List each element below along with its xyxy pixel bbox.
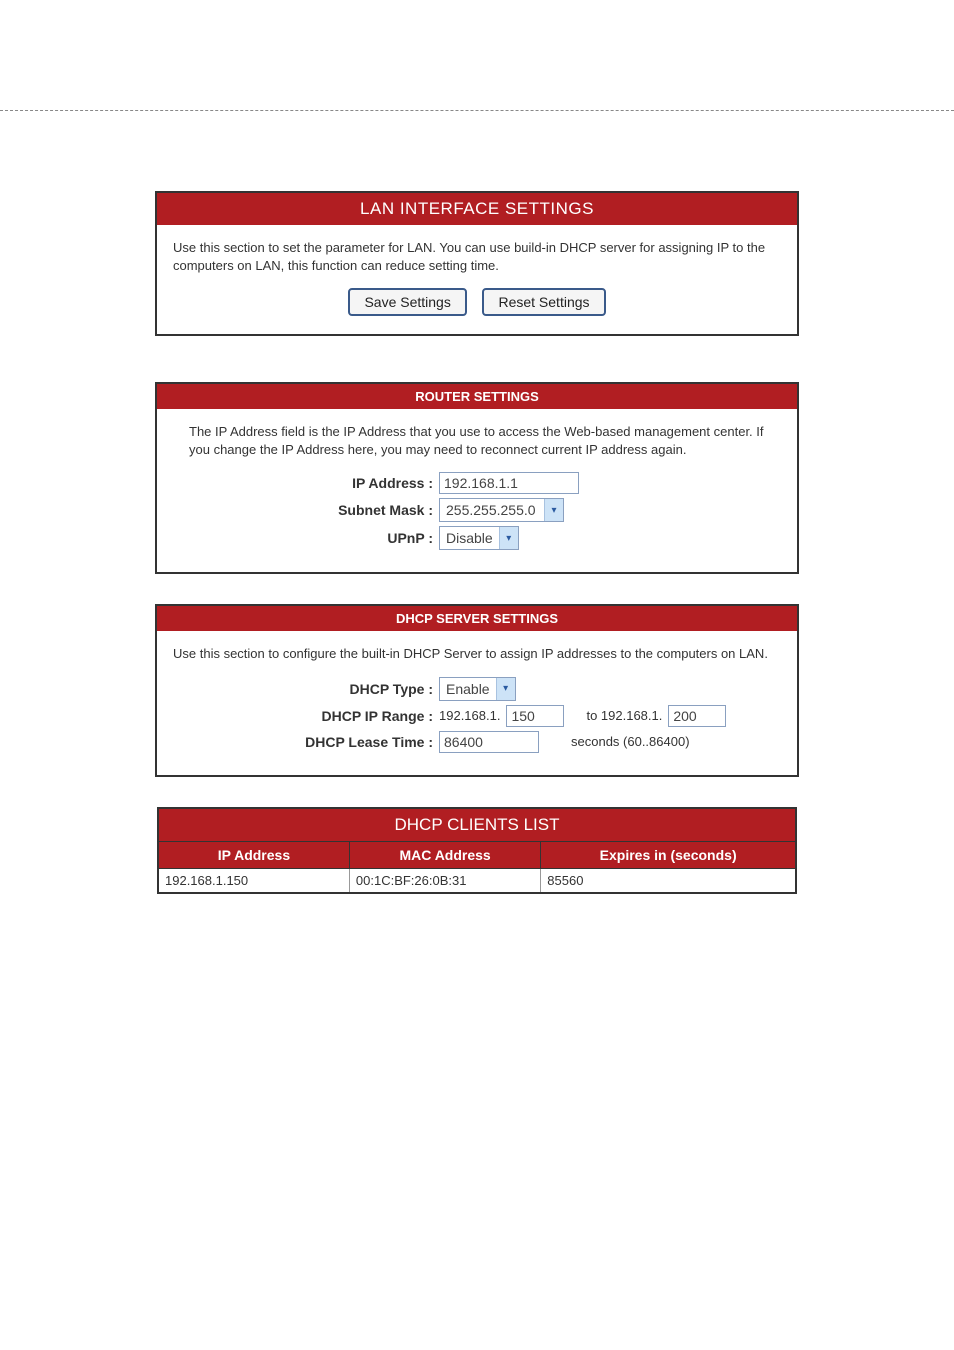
dhcp-clients-title: DHCP CLIENTS LIST — [158, 808, 796, 842]
router-settings-title: ROUTER SETTINGS — [157, 384, 797, 409]
table-row: 192.168.1.150 00:1C:BF:26:0B:31 85560 — [158, 868, 796, 893]
reset-settings-button[interactable]: Reset Settings — [482, 288, 605, 316]
dhcp-type-select[interactable]: Enable ▾ — [439, 677, 516, 701]
dhcp-type-label: DHCP Type : — [173, 681, 439, 697]
subnet-mask-select[interactable]: 255.255.255.0 ▾ — [439, 498, 564, 522]
col-mac-address: MAC Address — [349, 841, 540, 868]
dhcp-clients-header-row: IP Address MAC Address Expires in (secon… — [158, 841, 796, 868]
router-settings-panel: ROUTER SETTINGS The IP Address field is … — [155, 382, 799, 574]
upnp-select[interactable]: Disable ▾ — [439, 526, 519, 550]
dhcp-lease-time-label: DHCP Lease Time : — [173, 734, 439, 750]
dhcp-ip-range-label: DHCP IP Range : — [173, 708, 439, 724]
ip-address-label: IP Address : — [173, 475, 439, 491]
dhcp-range-to-text: to 192.168.1. — [586, 708, 662, 723]
ip-address-input[interactable] — [439, 472, 579, 494]
dhcp-server-description: Use this section to configure the built-… — [173, 645, 781, 663]
col-ip-address: IP Address — [158, 841, 349, 868]
dhcp-type-value: Enable — [440, 681, 496, 697]
router-settings-description: The IP Address field is the IP Address t… — [173, 423, 781, 458]
page-divider — [0, 110, 954, 111]
chevron-down-icon: ▾ — [499, 527, 518, 549]
dhcp-server-title: DHCP SERVER SETTINGS — [157, 606, 797, 631]
chevron-down-icon: ▾ — [496, 678, 515, 700]
col-expires: Expires in (seconds) — [541, 841, 796, 868]
dhcp-lease-time-note: seconds (60..86400) — [571, 734, 690, 749]
dhcp-clients-table: DHCP CLIENTS LIST IP Address MAC Address… — [157, 807, 797, 894]
lan-interface-title: LAN INTERFACE SETTINGS — [157, 193, 797, 225]
lan-interface-description: Use this section to set the parameter fo… — [173, 239, 781, 274]
cell-expires: 85560 — [541, 868, 796, 893]
dhcp-server-panel: DHCP SERVER SETTINGS Use this section to… — [155, 604, 799, 777]
dhcp-range-end-input[interactable] — [668, 705, 726, 727]
save-settings-button[interactable]: Save Settings — [348, 288, 466, 316]
subnet-mask-label: Subnet Mask : — [173, 502, 439, 518]
upnp-value: Disable — [440, 530, 499, 546]
cell-ip: 192.168.1.150 — [158, 868, 349, 893]
lan-interface-panel: LAN INTERFACE SETTINGS Use this section … — [155, 191, 799, 336]
dhcp-lease-time-input[interactable] — [439, 731, 539, 753]
cell-mac: 00:1C:BF:26:0B:31 — [349, 868, 540, 893]
dhcp-range-prefix-start: 192.168.1. — [439, 708, 500, 723]
chevron-down-icon: ▾ — [544, 499, 563, 521]
upnp-label: UPnP : — [173, 530, 439, 546]
subnet-mask-value: 255.255.255.0 — [440, 502, 544, 518]
dhcp-range-start-input[interactable] — [506, 705, 564, 727]
